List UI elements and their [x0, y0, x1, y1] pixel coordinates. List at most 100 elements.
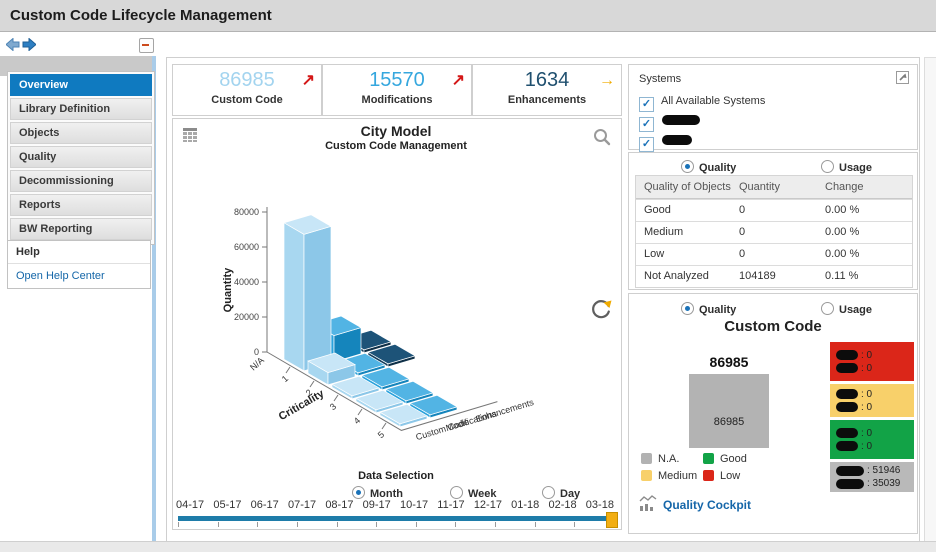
timeline-tick: [416, 522, 417, 527]
legend-swatch: [641, 453, 652, 464]
sidebar-item-decommissioning[interactable]: Decommissioning: [10, 170, 152, 192]
right-splitter-strip[interactable]: [924, 57, 936, 542]
checkbox-checked[interactable]: ✓: [639, 137, 654, 152]
quality-legend: N.A. Good Medium Low: [641, 453, 773, 482]
stat-block-2[interactable]: : 0: 0: [830, 420, 914, 459]
checkbox-checked[interactable]: ✓: [639, 97, 654, 112]
sidebar-item-overview[interactable]: Overview: [10, 74, 152, 96]
stat-row: : 0: [836, 401, 914, 414]
table-cell: Not Analyzed: [644, 270, 709, 282]
stat-block-3[interactable]: : 51946: 35039: [830, 462, 914, 492]
title-bar: Custom Code Lifecycle Management: [0, 0, 936, 32]
timeline-tick: [574, 522, 575, 527]
timeline-label: 12-17: [473, 499, 502, 511]
kpi-tile-enhancements[interactable]: 1634 → Enhancements: [472, 64, 622, 116]
kpi-label: Modifications: [361, 94, 433, 106]
custom-code-panel-radio-label: Quality: [699, 304, 737, 316]
mini-chart-icon: [639, 495, 657, 511]
sidebar-item-objects[interactable]: Objects: [10, 122, 152, 144]
nav-back-icon[interactable]: [6, 38, 20, 51]
system-label: All Available Systems: [661, 95, 766, 107]
bar-custom-code-crit-5[interactable]: [379, 403, 428, 428]
kpi-tile-modifications[interactable]: 15570 ↗ Modifications: [322, 64, 472, 116]
redacted-label: [836, 478, 864, 489]
radio-selected: [681, 160, 694, 173]
system-item-all-available-systems: ✓ All Available Systems: [639, 91, 766, 112]
quality-panel-radio-label: Quality: [699, 162, 737, 174]
bar-modifications-crit-5[interactable]: [409, 394, 458, 419]
timeline-label: 11-17: [437, 499, 465, 511]
timeline-slider-handle[interactable]: [606, 512, 618, 528]
city-model-chart-panel: [172, 118, 622, 530]
x-axis-tick-label: 4: [352, 415, 362, 426]
checkbox-checked[interactable]: ✓: [639, 117, 654, 132]
trend-up-icon: ↗: [451, 72, 465, 89]
radio-unselected: [542, 486, 555, 499]
quality-panel: Quality Usage Quality of Objects Quantity C…: [628, 152, 918, 290]
data-selection-radio-day[interactable]: Day: [542, 484, 580, 500]
data-selection-radios: Month Week Day: [172, 484, 620, 500]
custom-code-panel: Quality Usage Custom Code 86985 86985 : 0…: [628, 293, 918, 534]
city-model-3d-chart[interactable]: 0 20000 40000 60000 80000 1 2 3 4 5 N/A Quantity Cri…: [175, 162, 617, 472]
redacted-label: [836, 363, 858, 374]
table-row-low[interactable]: Low 0 0.00 %: [636, 243, 912, 265]
kpi-tile-custom-code[interactable]: 86985 ↗ Custom Code: [172, 64, 322, 116]
stat-block-0[interactable]: : 0: 0: [830, 342, 914, 381]
y-axis-title: Quantity: [222, 267, 234, 312]
data-selection-radio-month[interactable]: Month: [352, 484, 403, 500]
redacted-label: [836, 402, 858, 413]
custom-code-na-block[interactable]: 86985: [689, 374, 769, 448]
timeline-tick: [495, 522, 496, 527]
table-cell: 0: [739, 204, 746, 216]
bar-modifications-crit-3[interactable]: [361, 366, 410, 391]
timeline-label: 10-17: [399, 499, 429, 511]
bar-custom-code-crit-1[interactable]: [283, 214, 332, 372]
legend-swatch: [703, 470, 714, 481]
table-row-good[interactable]: Good 0 0.00 %: [636, 199, 912, 221]
x-axis-tick-label: N/A: [248, 355, 266, 372]
bar-custom-code-crit-2[interactable]: [307, 352, 356, 386]
sidebar-item-reports[interactable]: Reports: [10, 194, 152, 216]
redacted-system-label: [662, 134, 692, 145]
timeline-slider-track[interactable]: [178, 516, 614, 521]
kpi-label: Enhancements: [507, 94, 587, 106]
quality-panel-radio-usage[interactable]: Usage: [821, 158, 872, 174]
sidebar-item-quality[interactable]: Quality: [10, 146, 152, 168]
custom-code-panel-radios: Quality Usage: [629, 300, 917, 316]
legend-swatch: [641, 470, 652, 481]
quality-panel-radio-quality[interactable]: Quality: [681, 158, 736, 174]
custom-code-panel-radio-usage[interactable]: Usage: [821, 300, 872, 316]
column-header: Quantity: [739, 181, 780, 193]
magnifier-icon[interactable]: [593, 128, 611, 146]
systems-title: Systems: [639, 73, 682, 85]
bar-modifications-crit-4[interactable]: [385, 380, 434, 405]
bar-enhancements-crit-2[interactable]: [367, 343, 416, 368]
nav-forward-icon[interactable]: [22, 38, 36, 51]
radio-selected: [681, 302, 694, 315]
custom-code-panel-radio-quality[interactable]: Quality: [681, 300, 736, 316]
open-help-center-link[interactable]: Open Help Center: [16, 270, 105, 282]
timeline-label: 01-18: [511, 499, 540, 511]
quality-cockpit-link[interactable]: Quality Cockpit: [663, 498, 752, 512]
bar-custom-code-crit-4[interactable]: [355, 389, 404, 414]
table-cell: 0: [739, 226, 746, 238]
data-selection-label: Data Selection: [358, 470, 434, 482]
bar-custom-code-crit-3[interactable]: [331, 375, 380, 400]
data-selection-radio-week[interactable]: Week: [450, 484, 497, 500]
stat-row: : 0: [836, 362, 914, 375]
sidebar-item-library-definition[interactable]: Library Definition: [10, 98, 152, 120]
table-row-not-analyzed[interactable]: Not Analyzed 104189 0.11 %: [636, 265, 912, 287]
bar-top-face: [409, 394, 458, 416]
collapse-sidebar-button[interactable]: [139, 38, 154, 53]
legend-label: Good: [720, 453, 747, 465]
table-row-medium[interactable]: Medium 0 0.00 %: [636, 221, 912, 243]
stat-block-1[interactable]: : 0: 0: [830, 384, 914, 417]
table-cell: 0.00 %: [825, 204, 860, 216]
refresh-icon[interactable]: [590, 298, 612, 320]
legend-label: Medium: [658, 470, 698, 482]
chart-title: City Model: [360, 123, 432, 139]
expand-icon[interactable]: [896, 71, 909, 84]
sidebar-splitter[interactable]: [152, 56, 156, 541]
table-view-icon[interactable]: [182, 127, 198, 143]
sidebar-item-bw-reporting[interactable]: BW Reporting: [10, 218, 152, 240]
